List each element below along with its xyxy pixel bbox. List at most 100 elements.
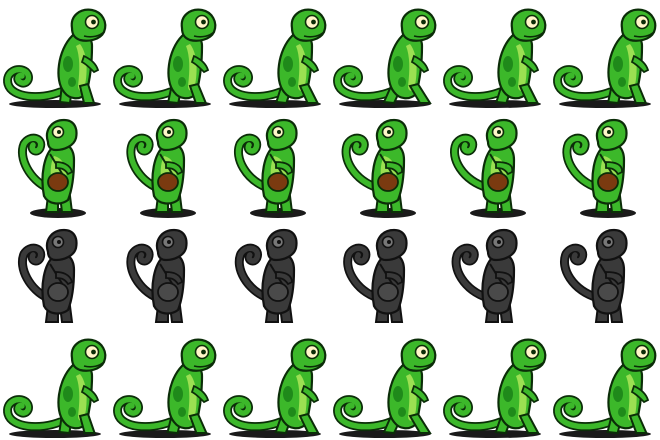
sprite-frame: [0, 330, 110, 440]
chameleon-sprite: [560, 228, 628, 323]
pupil: [421, 19, 426, 25]
pupil: [311, 19, 316, 25]
tail: [114, 396, 173, 430]
pupil: [641, 349, 646, 355]
sprite-row-camouflage-silhouette: [0, 220, 660, 330]
sprite-frame: [0, 110, 110, 220]
front-leg: [518, 82, 540, 104]
chameleon-sprite: [443, 8, 547, 108]
tail: [235, 135, 271, 191]
tail: [4, 396, 63, 430]
body-spot: [613, 56, 623, 72]
chameleon-sprite: [333, 8, 437, 108]
arm: [55, 271, 74, 286]
sprite-frame: [550, 220, 660, 330]
ground-shadow: [9, 100, 101, 108]
tail: [554, 396, 613, 430]
tail: [444, 396, 503, 430]
chameleon-sprite: [443, 338, 547, 438]
sprite-frame: [440, 330, 550, 440]
satchel: [157, 282, 179, 302]
arm: [385, 161, 403, 176]
body-spot: [68, 407, 76, 417]
mouth: [523, 361, 545, 368]
arm: [630, 384, 650, 404]
arm: [190, 384, 210, 404]
tail: [554, 66, 613, 100]
front-leg: [78, 412, 97, 434]
pupil: [641, 19, 646, 25]
body-spot: [618, 77, 626, 87]
pupil: [531, 19, 536, 25]
chameleon-sprite: [113, 338, 217, 438]
sprite-frame: [330, 220, 440, 330]
tail: [114, 66, 173, 100]
chameleon-sprite: [3, 338, 107, 438]
arm: [605, 271, 624, 286]
ground-shadow: [339, 100, 431, 108]
body-spot: [173, 56, 183, 72]
body-spot: [393, 386, 403, 402]
ground-shadow: [9, 430, 101, 438]
body-spot: [618, 407, 626, 417]
arm: [55, 161, 74, 176]
satchel: [157, 172, 179, 192]
pupil: [201, 19, 206, 25]
chameleon-sprite: [234, 118, 306, 218]
body-spot: [283, 56, 293, 72]
sprite-frame: [110, 0, 220, 110]
body-spot: [68, 77, 76, 87]
tail: [334, 396, 393, 430]
chameleon-sprite: [18, 118, 86, 218]
tail: [334, 66, 393, 100]
arm: [410, 54, 430, 74]
front-leg: [628, 82, 648, 104]
body-spot: [63, 386, 73, 402]
ground-shadow: [559, 100, 651, 108]
chameleon-sprite: [3, 8, 107, 108]
body-spot: [288, 407, 296, 417]
body-spot: [398, 407, 406, 417]
pupil: [91, 19, 96, 25]
arm: [520, 384, 540, 404]
arm: [165, 271, 183, 286]
body-spot: [173, 386, 183, 402]
mouth: [193, 31, 215, 38]
pupil: [421, 349, 426, 355]
ground-shadow: [559, 430, 651, 438]
arm: [520, 54, 540, 74]
body-spot: [288, 77, 296, 87]
pupil: [497, 240, 501, 244]
sprite-frame: [110, 110, 220, 220]
arm: [495, 161, 514, 176]
sprite-row-tail-up-satchel: [0, 110, 660, 220]
sprite-frame: [220, 110, 330, 220]
chameleon-sprite: [343, 228, 408, 323]
chameleon-sprite: [341, 118, 416, 218]
sprite-frame: [0, 220, 110, 330]
satchel: [267, 172, 289, 192]
body-spot: [613, 386, 623, 402]
pupil: [607, 240, 611, 244]
pupil: [167, 240, 171, 244]
satchel: [377, 282, 399, 302]
tail: [224, 66, 283, 100]
mouth: [193, 361, 215, 368]
front-leg: [188, 412, 208, 434]
tail: [564, 135, 601, 191]
sprite-frame: [220, 220, 330, 330]
body-spot: [398, 77, 406, 87]
chameleon-sprite: [553, 8, 657, 108]
sprite-frame: [330, 110, 440, 220]
pupil: [167, 130, 171, 134]
mouth: [303, 31, 325, 38]
sprite-frame: [110, 330, 220, 440]
sprite-frame: [440, 110, 550, 220]
satchel: [47, 172, 69, 192]
body-spot: [178, 407, 186, 417]
chameleon-sprite: [562, 118, 636, 218]
tail: [128, 135, 161, 191]
arm: [165, 161, 183, 176]
sprite-frame: [110, 220, 220, 330]
ground-shadow: [229, 100, 321, 108]
